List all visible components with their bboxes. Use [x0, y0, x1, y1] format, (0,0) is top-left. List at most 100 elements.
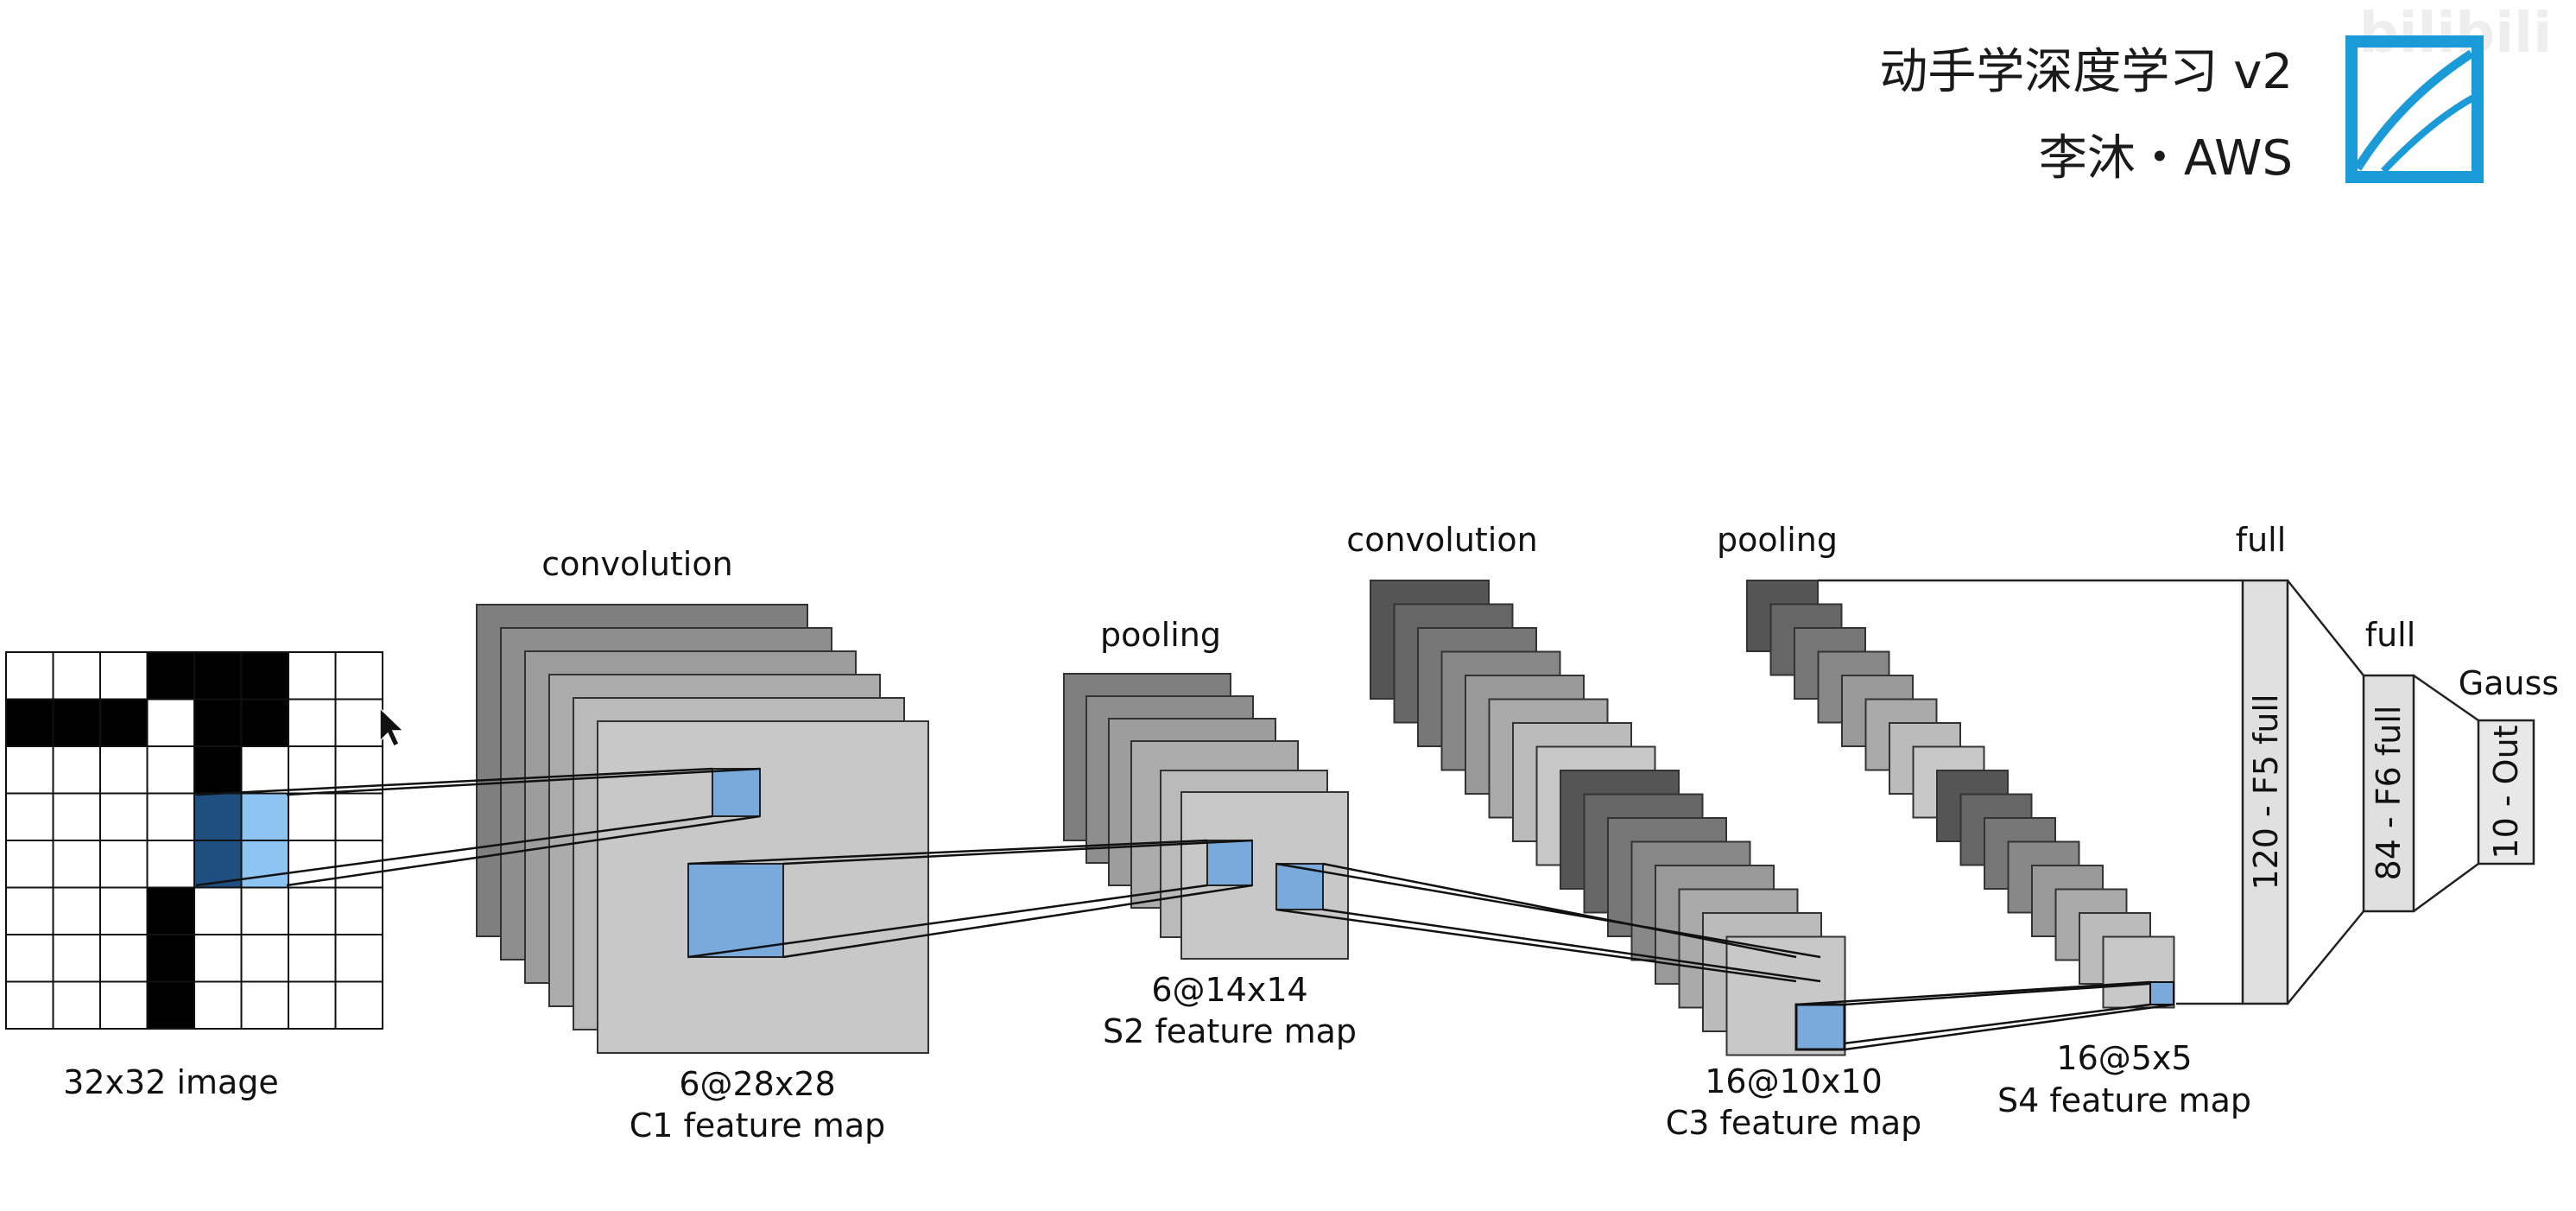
input-pixel	[52, 651, 101, 701]
input-pixel	[5, 698, 54, 747]
input-pixel	[146, 886, 195, 935]
c3-pool-window	[1794, 1003, 1846, 1051]
input-pixel	[334, 792, 383, 841]
input-pixel	[193, 980, 243, 1030]
input-pixel	[193, 745, 243, 795]
input-pixel	[193, 651, 243, 701]
c1-receptive-patch	[712, 768, 761, 817]
course-book-logo-icon	[2345, 35, 2484, 183]
input-pixel	[288, 886, 337, 935]
input-pixel	[146, 651, 195, 701]
input-pixel	[146, 698, 195, 747]
input-pixel	[5, 792, 54, 841]
input-pixel	[5, 934, 54, 983]
input-pixel	[193, 886, 243, 935]
input-pixel	[334, 980, 383, 1030]
c1-pool-window	[687, 863, 784, 958]
s2-pooled-patch	[1206, 840, 1253, 886]
input-pixel	[193, 698, 243, 747]
s4-pooled-patch	[2149, 981, 2174, 1005]
input-label: 32x32 image	[63, 1063, 279, 1101]
s4-name-label: S4 feature map	[1997, 1081, 2251, 1119]
s2-name-label: S2 feature map	[1103, 1012, 1357, 1050]
f6-layer-label: 84 - F6 full	[2370, 706, 2408, 881]
input-pixel	[99, 980, 149, 1030]
f6-stage-label: full	[2365, 616, 2416, 654]
input-pixel	[5, 980, 54, 1030]
input-pixel	[288, 651, 337, 701]
input-pixel	[52, 980, 101, 1030]
input-pixel	[52, 745, 101, 795]
c1-conv-label: convolution	[541, 545, 732, 583]
input-pixel	[52, 840, 101, 889]
input-pixel	[240, 651, 289, 701]
input-pixel	[5, 886, 54, 935]
fully-connected-layers	[1818, 579, 2535, 1005]
c1-size-label: 6@28x28	[679, 1065, 835, 1103]
input-pixel	[288, 840, 337, 889]
c3-feature-map-stack	[1370, 580, 1846, 1056]
input-pixel	[240, 792, 289, 841]
input-pixel	[240, 980, 289, 1030]
input-pixel	[52, 792, 101, 841]
input-pixel	[146, 792, 195, 841]
s4-feature-map-stack	[1746, 580, 2175, 1009]
c3-name-label: C3 feature map	[1666, 1104, 1922, 1142]
input-pixel	[5, 840, 54, 889]
input-pixel	[99, 840, 149, 889]
input-pixel	[288, 745, 337, 795]
input-pixel	[288, 980, 337, 1030]
course-title: 动手学深度学习 v2	[1879, 44, 2293, 100]
s2-feature-map-stack	[1063, 673, 1349, 960]
input-pixel	[52, 934, 101, 983]
s4-pool-label: pooling	[1717, 521, 1838, 559]
out-layer-label: 10 - Out	[2487, 725, 2525, 859]
c3-conv-label: convolution	[1346, 521, 1537, 559]
f5-layer	[2241, 579, 2289, 1005]
s2-receptive-patch	[1275, 863, 1324, 910]
f6-layer	[2362, 674, 2415, 913]
input-pixel	[240, 840, 289, 889]
f5-stage-label: full	[2236, 521, 2287, 559]
input-pixel	[334, 934, 383, 983]
input-pixel	[99, 886, 149, 935]
input-pixel	[146, 934, 195, 983]
input-image	[5, 651, 383, 1030]
bilibili-watermark: bilibili	[2359, 2, 2552, 66]
s2-size-label: 6@14x14	[1151, 971, 1307, 1009]
input-pixel	[99, 651, 149, 701]
input-pixel	[240, 745, 289, 795]
s4-size-label: 16@5x5	[2056, 1039, 2192, 1077]
s2-pool-label: pooling	[1100, 616, 1221, 654]
author-line: 李沐・AWS	[2039, 130, 2293, 187]
gauss-stage-label: Gauss	[2459, 664, 2559, 702]
f5-layer-label: 120 - F5 full	[2247, 694, 2285, 890]
input-pixel	[146, 980, 195, 1030]
input-pixel	[52, 886, 101, 935]
c3-size-label: 16@10x10	[1705, 1062, 1883, 1100]
input-pixel	[240, 886, 289, 935]
input-pixel	[240, 698, 289, 747]
input-pixel	[52, 698, 101, 747]
input-pixel	[288, 934, 337, 983]
input-pixel	[334, 698, 383, 747]
input-pixel	[288, 792, 337, 841]
input-pixel	[5, 745, 54, 795]
mouse-cursor-icon	[379, 707, 405, 748]
input-pixel	[334, 651, 383, 701]
input-pixel	[146, 745, 195, 795]
input-pixel	[288, 698, 337, 747]
connection-lines	[195, 767, 2174, 1051]
output-layer	[2477, 719, 2535, 865]
input-pixel	[99, 745, 149, 795]
input-pixel	[5, 651, 54, 701]
c1-feature-map-stack	[476, 604, 929, 1054]
input-pixel	[193, 934, 243, 983]
input-pixel	[146, 840, 195, 889]
input-pixel	[99, 934, 149, 983]
input-pixel	[99, 792, 149, 841]
c1-name-label: C1 feature map	[630, 1106, 886, 1144]
input-pixel	[334, 886, 383, 935]
input-pixel	[240, 934, 289, 983]
